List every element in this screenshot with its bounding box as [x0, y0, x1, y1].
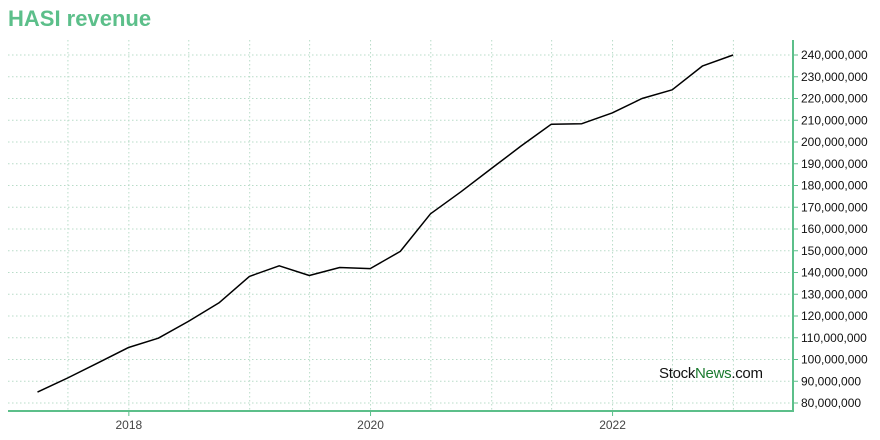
stocknews-watermark: StockNews.com — [659, 365, 763, 382]
y-tick-label: 170,000,000 — [801, 200, 868, 214]
y-tick-label: 90,000,000 — [801, 374, 861, 388]
x-tick-label: 2020 — [357, 418, 384, 432]
y-tick-label: 140,000,000 — [801, 266, 868, 280]
watermark-com: .com — [731, 365, 763, 382]
y-tick-label: 120,000,000 — [801, 309, 868, 323]
y-tick-label: 80,000,000 — [801, 396, 861, 410]
tick-labels: 80,000,000 90,000,000 100,000,000 110,000,0… — [115, 48, 868, 432]
y-tick-label: 110,000,000 — [801, 331, 867, 345]
x-tick-label: 2022 — [599, 418, 626, 432]
y-tick-label: 220,000,000 — [801, 92, 868, 106]
y-tick-label: 150,000,000 — [801, 244, 868, 258]
y-tick-label: 100,000,000 — [801, 353, 868, 367]
y-tick-label: 200,000,000 — [801, 135, 868, 149]
y-tick-label: 180,000,000 — [801, 179, 868, 193]
y-tick-label: 210,000,000 — [801, 113, 868, 127]
watermark-news: News — [695, 365, 732, 382]
y-tick-label: 130,000,000 — [801, 287, 868, 301]
watermark-stock: Stock — [659, 365, 696, 382]
series — [37, 54, 734, 393]
chart-title: HASI revenue — [8, 6, 152, 31]
y-tick-label: 230,000,000 — [801, 70, 868, 84]
y-tick-label: 190,000,000 — [801, 157, 868, 171]
revenue-series-line — [37, 54, 734, 393]
x-tick-label: 2018 — [115, 418, 142, 432]
grid — [8, 40, 793, 411]
axes — [8, 40, 798, 416]
y-tick-label: 240,000,000 — [801, 48, 868, 62]
y-tick-label: 160,000,000 — [801, 222, 868, 236]
